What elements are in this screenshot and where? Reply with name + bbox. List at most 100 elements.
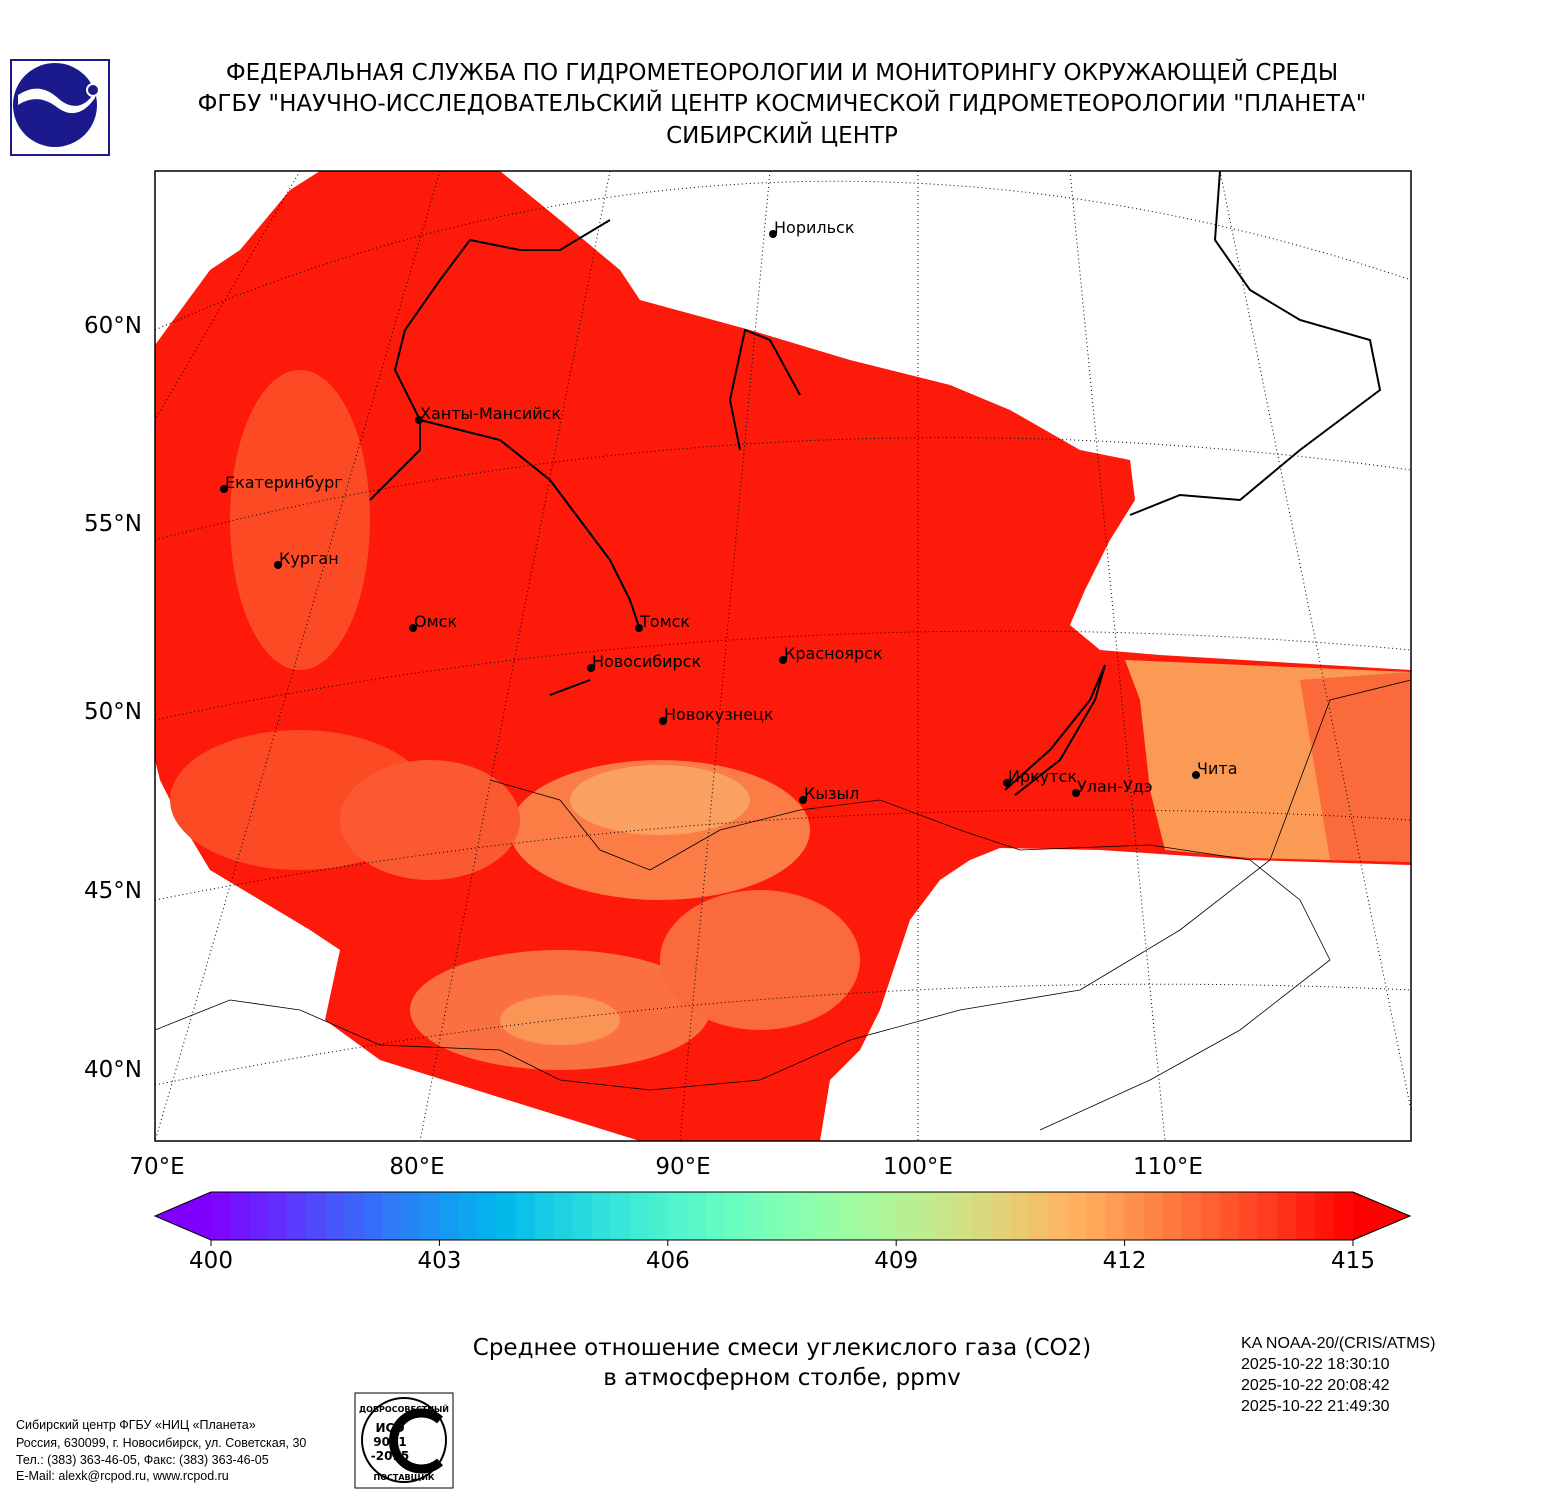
colorbar-step xyxy=(553,1192,574,1240)
colorbar-step xyxy=(1048,1192,1069,1240)
colorbar-step xyxy=(915,1192,935,1240)
satellite-info: 2025-10-22 21:49:30 xyxy=(1241,1398,1390,1415)
footer-line: Тел.: (383) 363-46-05, Факс: (383) 363-4… xyxy=(16,1453,269,1467)
iso-text: -2015 xyxy=(371,1449,409,1463)
city-dot xyxy=(1192,771,1200,779)
colorbar-step xyxy=(1295,1192,1316,1240)
colorbar-step xyxy=(1276,1192,1297,1240)
agency-logo xyxy=(10,59,110,156)
footer-line: Сибирский центр ФГБУ «НИЦ «Планета» xyxy=(16,1418,256,1432)
colorbar-step xyxy=(705,1192,726,1240)
city-label: Улан-Удэ xyxy=(1077,777,1153,796)
lon-label: 110°E xyxy=(1133,1154,1203,1180)
colorbar-step xyxy=(648,1192,669,1240)
colorbar-step xyxy=(1257,1192,1278,1240)
colorbar-step xyxy=(1105,1192,1126,1240)
lon-label: 90°E xyxy=(655,1154,710,1180)
colorbar-step xyxy=(382,1192,402,1240)
satellite-info: 2025-10-22 18:30:10 xyxy=(1241,1356,1390,1373)
lon-label: 70°E xyxy=(129,1154,184,1180)
colorbar-step xyxy=(249,1192,269,1240)
colorbar-tick-label: 412 xyxy=(1103,1248,1147,1274)
colorbar-tick-label: 409 xyxy=(874,1248,918,1274)
colorbar-step xyxy=(724,1192,745,1240)
caption: Среднее отношение смеси углекислого газа… xyxy=(473,1335,1091,1361)
colorbar-tick-label: 403 xyxy=(417,1248,461,1274)
colorbar-step xyxy=(1333,1192,1354,1240)
colorbar-step xyxy=(211,1192,231,1240)
colorbar-step xyxy=(439,1192,460,1240)
satellite-info: KA NOAA-20/(CRIS/ATMS) xyxy=(1241,1335,1435,1352)
colorbar-step xyxy=(1219,1192,1240,1240)
colorbar-step xyxy=(610,1192,631,1240)
city-dot xyxy=(799,796,807,804)
colorbar-step xyxy=(991,1192,1011,1240)
city-dot xyxy=(659,717,667,725)
city-label: Ханты-Мансийск xyxy=(420,404,561,423)
colorbar-step xyxy=(344,1192,364,1240)
colorbar-step xyxy=(1200,1192,1221,1240)
colorbar-step xyxy=(686,1192,707,1240)
header-line: ФЕДЕРАЛЬНАЯ СЛУЖБА ПО ГИДРОМЕТЕОРОЛОГИИ … xyxy=(226,58,1338,86)
city-label: Красноярск xyxy=(784,644,883,663)
colorbar-step xyxy=(363,1192,383,1240)
city-label: Екатеринбург xyxy=(225,473,343,492)
lon-label: 80°E xyxy=(389,1154,444,1180)
satellite-info: 2025-10-22 20:08:42 xyxy=(1241,1377,1390,1394)
city-dot xyxy=(769,230,777,238)
colorbar-step xyxy=(420,1192,440,1240)
city-label: Кызыл xyxy=(804,784,859,803)
lat-label: 60°N xyxy=(84,313,142,339)
caption: в атмосферном столбе, ppmv xyxy=(603,1365,961,1391)
iso-text: 9001 xyxy=(373,1435,406,1449)
colorbar-step xyxy=(1010,1192,1031,1240)
city-label: Томск xyxy=(639,612,690,631)
colorbar-step xyxy=(667,1192,688,1240)
colorbar-step xyxy=(287,1192,307,1240)
city-dot xyxy=(409,624,417,632)
colorbar-step xyxy=(953,1192,973,1240)
colorbar-tick-label: 406 xyxy=(646,1248,690,1274)
colorbar-step xyxy=(858,1192,878,1240)
colorbar-step xyxy=(515,1192,536,1240)
city-label: Курган xyxy=(279,549,339,568)
colorbar-step xyxy=(877,1192,897,1240)
colorbar-step xyxy=(268,1192,288,1240)
city-dot xyxy=(1003,779,1011,787)
colorbar-step xyxy=(820,1192,840,1240)
lon-label: 100°E xyxy=(883,1154,953,1180)
header-line: ФГБУ "НАУЧНО-ИССЛЕДОВАТЕЛЬСКИЙ ЦЕНТР КОС… xyxy=(198,89,1367,117)
colorbar-tick-label: 400 xyxy=(189,1248,233,1274)
colorbar-step xyxy=(1314,1192,1335,1240)
city-label: Новокузнецк xyxy=(664,705,774,724)
city-dot xyxy=(587,664,595,672)
iso-text: ПОСТАВЩИК xyxy=(374,1473,435,1482)
colorbar-step xyxy=(1181,1192,1202,1240)
colorbar-extend-high xyxy=(1353,1192,1410,1240)
colorbar-step xyxy=(629,1192,650,1240)
city-label: Омск xyxy=(414,612,457,631)
colorbar-step xyxy=(1086,1192,1107,1240)
colorbar-step xyxy=(458,1192,479,1240)
city-dot xyxy=(779,656,787,664)
colorbar-step xyxy=(839,1192,859,1240)
city-dot xyxy=(415,416,423,424)
colorbar-step xyxy=(1143,1192,1164,1240)
colorbar-tick-label: 415 xyxy=(1331,1248,1375,1274)
colorbar-step xyxy=(782,1192,802,1240)
city-label: Новосибирск xyxy=(592,652,701,671)
iso-logo: ДОБРОСОВЕСТНЫЙ ИСО 9001 -2015 ПОСТАВЩИК xyxy=(354,1392,454,1489)
colorbar-step xyxy=(591,1192,612,1240)
colorbar-step xyxy=(477,1192,498,1240)
colorbar: 400 403 406 409 412 415 xyxy=(153,1191,1412,1274)
colorbar-step xyxy=(1067,1192,1088,1240)
colorbar-step xyxy=(401,1192,421,1240)
city-dot xyxy=(274,561,282,569)
iso-text: ДОБРОСОВЕСТНЫЙ xyxy=(359,1403,449,1414)
footer-line: Россия, 630099, г. Новосибирск, ул. Сове… xyxy=(16,1436,306,1450)
colorbar-step xyxy=(306,1192,326,1240)
city-label: Чита xyxy=(1197,759,1238,778)
colorbar-step xyxy=(743,1192,764,1240)
colorbar-step xyxy=(1238,1192,1259,1240)
